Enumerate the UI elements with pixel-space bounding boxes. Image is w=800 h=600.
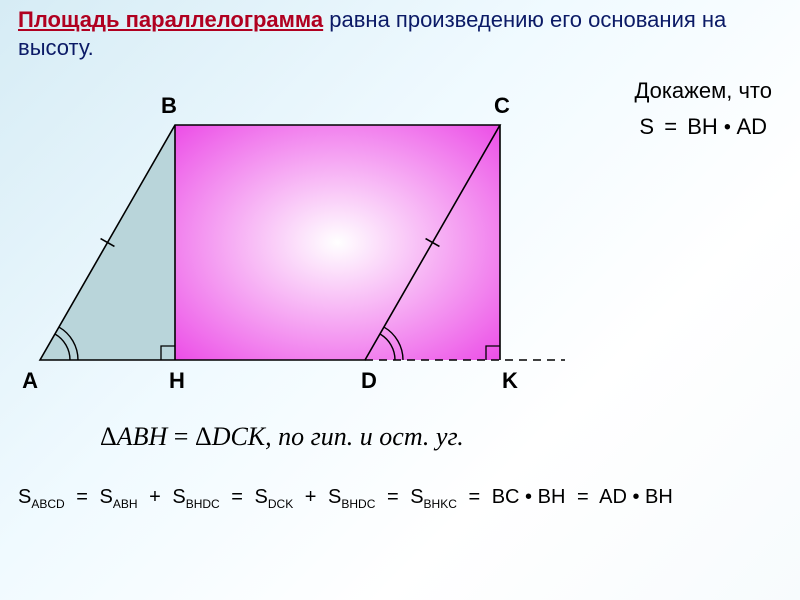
parallelogram-figure: A B C D H K — [20, 70, 580, 410]
congruence-line: ΔABH = ΔDCK, по гип. и ост. уг. — [100, 422, 464, 452]
point-label-a: A — [22, 368, 38, 393]
sub-bhdc: BHDC — [186, 497, 220, 511]
prove-formula: S = BH • AD — [634, 114, 772, 140]
title: Площадь параллелограмма равна произведен… — [18, 6, 782, 61]
dot-mul-icon: • — [724, 117, 737, 139]
prove-label: Докажем, что — [634, 78, 772, 104]
seg-bc: BC — [492, 486, 520, 508]
equals-icon: = — [462, 486, 486, 508]
equals-icon: = — [225, 486, 249, 508]
delta-icon: Δ — [100, 422, 117, 451]
s-letter: S — [18, 486, 31, 508]
prove-rhs1: BH — [687, 114, 718, 139]
equals-icon: = — [571, 486, 595, 508]
congr-tri1: ABH — [117, 422, 168, 451]
delta-icon: Δ — [195, 422, 212, 451]
point-label-d: D — [361, 368, 377, 393]
equals-icon: = — [70, 486, 94, 508]
title-key: Площадь параллелограмма — [18, 7, 323, 32]
prove-rhs2: AD — [736, 114, 767, 139]
sub-abcd: ABCD — [31, 497, 64, 511]
dot-mul-icon: • — [519, 486, 537, 508]
point-label-c: C — [494, 93, 510, 118]
point-label-k: K — [502, 368, 518, 393]
s-letter: S — [410, 486, 423, 508]
s-letter: S — [328, 486, 341, 508]
sub-bhdc: BHDC — [341, 497, 375, 511]
sub-abh: ABH — [113, 497, 138, 511]
equals-icon: = — [174, 422, 195, 451]
seg-bh: BH — [538, 486, 566, 508]
prove-block: Докажем, что S = BH • AD — [634, 78, 772, 140]
s-letter: S — [255, 486, 268, 508]
rect-bhkc — [175, 125, 500, 360]
area-equation: SABCD = SABH + SBHDC = SDCK + SBHDC = SB… — [18, 486, 782, 511]
plus-icon: + — [299, 486, 323, 508]
plus-icon: + — [143, 486, 167, 508]
prove-eq: = — [660, 114, 681, 139]
prove-lhs: S — [639, 114, 654, 139]
sub-bhkc: BHKC — [424, 497, 457, 511]
equals-icon: = — [381, 486, 405, 508]
sub-dck: DCK — [268, 497, 293, 511]
congr-tri2: DCK — [212, 422, 265, 451]
congr-tail: , по гип. и ост. уг. — [265, 422, 464, 451]
seg-ad: AD — [599, 486, 627, 508]
point-label-h: H — [169, 368, 185, 393]
s-letter: S — [172, 486, 185, 508]
seg-bh: BH — [645, 486, 673, 508]
s-letter: S — [100, 486, 113, 508]
dot-mul-icon: • — [627, 486, 645, 508]
point-label-b: B — [161, 93, 177, 118]
